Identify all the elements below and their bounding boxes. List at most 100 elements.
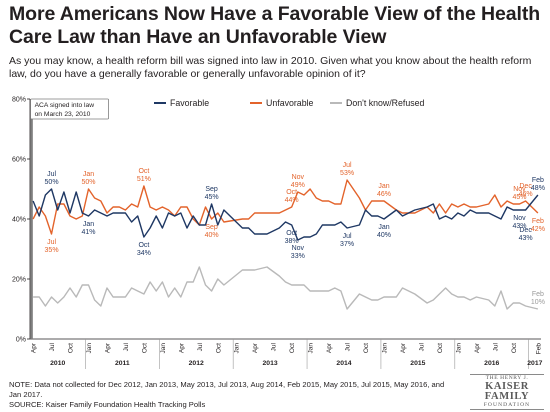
series-line-unfavorable — [32, 179, 539, 235]
x-month-label: Jan — [160, 343, 167, 354]
data-label-unfavorable-2013-11: Nov — [292, 174, 305, 181]
data-label-favorable-2016-11: Nov — [513, 215, 526, 222]
data-label-unfavorable-2016-11: Nov — [513, 186, 526, 193]
data-label-favorable-2013-11: Nov — [292, 245, 305, 252]
data-label-unfavorable-2011-10: Oct — [138, 168, 149, 175]
logo-line-2a: KAISER — [485, 381, 529, 392]
x-month-label: Apr — [31, 342, 38, 353]
x-year-label: 2012 — [189, 360, 204, 367]
data-label-value-unfavorable-2012-09: 40% — [205, 232, 219, 239]
x-month-label: Jan — [86, 343, 93, 354]
x-month-label: Apr — [474, 342, 481, 353]
y-tick-label: 0% — [16, 337, 26, 344]
data-label-value-unfavorable-2011-10: 51% — [137, 176, 151, 183]
x-month-label: Jul — [418, 342, 425, 351]
x-year-label: 2017 — [527, 360, 542, 367]
series-line-dontknow — [33, 266, 539, 310]
x-month-label: Jul — [345, 342, 352, 351]
x-month-label: Jul — [271, 342, 278, 351]
data-label-value-favorable-2015-01: 40% — [377, 232, 391, 239]
data-label-value-unfavorable-2015-01: 46% — [377, 191, 391, 198]
x-month-label: Jul — [123, 342, 130, 351]
aca-annotation-box — [30, 98, 109, 120]
data-label-unfavorable-2016-12: Dec — [519, 183, 532, 190]
aca-annotation-line-2: on March 23, 2010 — [35, 111, 91, 118]
x-month-label: Oct — [437, 343, 444, 353]
data-label-unfavorable-2015-01: Jan — [378, 183, 389, 190]
data-label-value-favorable-2017-02: 48% — [531, 185, 545, 192]
x-month-label: Jul — [197, 342, 204, 351]
data-label-value-favorable-2013-11: 33% — [291, 253, 305, 260]
x-month-label: Apr — [326, 342, 333, 353]
x-month-label: Jul — [492, 342, 499, 351]
data-label-value-dontknow-2017-02: 10% — [531, 299, 545, 306]
legend-label-favorable: Favorable — [170, 98, 209, 108]
logo-line-2b: FAMILY — [484, 391, 530, 402]
data-label-favorable-2011-01: Jan — [83, 221, 94, 228]
data-label-unfavorable-2010-07: Jul — [47, 239, 56, 246]
x-month-label: Apr — [400, 342, 407, 353]
data-label-value-favorable-2016-11: 43% — [512, 223, 526, 230]
x-month-label: Apr — [252, 342, 259, 353]
data-label-favorable-2011-10: Oct — [138, 242, 149, 249]
data-label-value-favorable-2014-07: 37% — [340, 241, 354, 248]
legend-label-unfavorable: Unfavorable — [266, 98, 314, 108]
data-label-unfavorable-2013-10: Oct — [286, 189, 297, 196]
data-label-favorable-2014-07: Jul — [343, 233, 352, 240]
x-month-label: Feb — [535, 343, 542, 355]
data-label-unfavorable-2014-07: Jul — [343, 162, 352, 169]
x-month-label: Jul — [49, 342, 56, 351]
data-label-value-favorable-2011-10: 34% — [137, 250, 151, 257]
line-chart: 0% 20% 40% 60% 80% Apr Jul Oct Jan Apr Jul Oct Jan Ap… — [12, 97, 545, 369]
data-label-unfavorable-2011-01: Jan — [83, 171, 94, 178]
x-year-label: 2010 — [50, 360, 65, 367]
data-label-favorable-2015-01: Jan — [378, 224, 389, 231]
data-label-unfavorable-2012-09: Sep — [205, 224, 218, 231]
legend-label-dontknow: Don't know/Refused — [346, 98, 425, 108]
chart-subtitle: As you may know, a health reform bill wa… — [9, 55, 532, 80]
logo-line-3: FOUNDATION — [470, 402, 544, 410]
x-month-label: Jan — [308, 343, 315, 354]
data-label-value-favorable-2012-09: 45% — [205, 194, 219, 201]
y-tick-label: 20% — [12, 277, 26, 284]
data-label-favorable-2016-12: Dec — [519, 227, 532, 234]
note-text: NOTE: Data not collected for Dec 2012, J… — [9, 380, 445, 399]
x-month-label: Oct — [68, 343, 75, 353]
data-label-value-unfavorable-2016-12: 46% — [519, 191, 533, 198]
y-tick-label: 40% — [12, 217, 26, 224]
x-month-label: Oct — [141, 343, 148, 353]
x-year-label: 2013 — [263, 360, 278, 367]
data-label-value-unfavorable-2017-02: 42% — [531, 226, 545, 233]
data-label-favorable-2017-02: Feb — [532, 177, 544, 184]
x-month-label: Jan — [455, 343, 462, 354]
data-label-value-unfavorable-2013-11: 49% — [291, 182, 305, 189]
data-label-value-unfavorable-2014-07: 53% — [340, 170, 354, 177]
data-label-value-unfavorable-2011-01: 50% — [81, 179, 95, 186]
x-month-label: Oct — [511, 343, 518, 353]
x-month-label: Jan — [382, 343, 389, 354]
x-month-label: Jan — [234, 343, 241, 354]
data-label-dontknow-2017-02: Feb — [532, 291, 544, 298]
x-month-label: Apr — [104, 342, 111, 353]
y-tick-label: 80% — [12, 97, 26, 104]
data-label-value-unfavorable-2016-11: 45% — [512, 194, 526, 201]
data-label-favorable-2013-10: Oct — [286, 230, 297, 237]
data-label-favorable-2012-09: Sep — [205, 186, 218, 193]
source-text: SOURCE: Kaiser Family Foundation Health … — [9, 400, 206, 409]
data-label-unfavorable-2017-02: Feb — [532, 218, 544, 225]
x-year-label: 2015 — [410, 360, 425, 367]
kff-logo: THE HENRY J. KAISER FAMILY FOUNDATION — [470, 374, 544, 410]
data-label-value-favorable-2013-10: 38% — [285, 238, 299, 245]
data-label-value-favorable-2011-01: 41% — [81, 229, 95, 236]
data-label-value-unfavorable-2010-07: 35% — [45, 247, 59, 254]
chart-notes: NOTE: Data not collected for Dec 2012, J… — [9, 380, 449, 410]
aca-annotation-line-1: ACA signed into law — [35, 102, 95, 109]
x-year-label: 2011 — [115, 360, 130, 367]
x-month-label: Oct — [289, 343, 296, 353]
x-month-label: Oct — [363, 343, 370, 353]
data-label-favorable-2010-07: Jul — [47, 171, 56, 178]
series-line-favorable — [32, 188, 539, 241]
x-year-label: 2016 — [484, 360, 499, 367]
y-tick-label: 60% — [12, 157, 26, 164]
data-label-value-favorable-2010-07: 50% — [45, 179, 59, 186]
